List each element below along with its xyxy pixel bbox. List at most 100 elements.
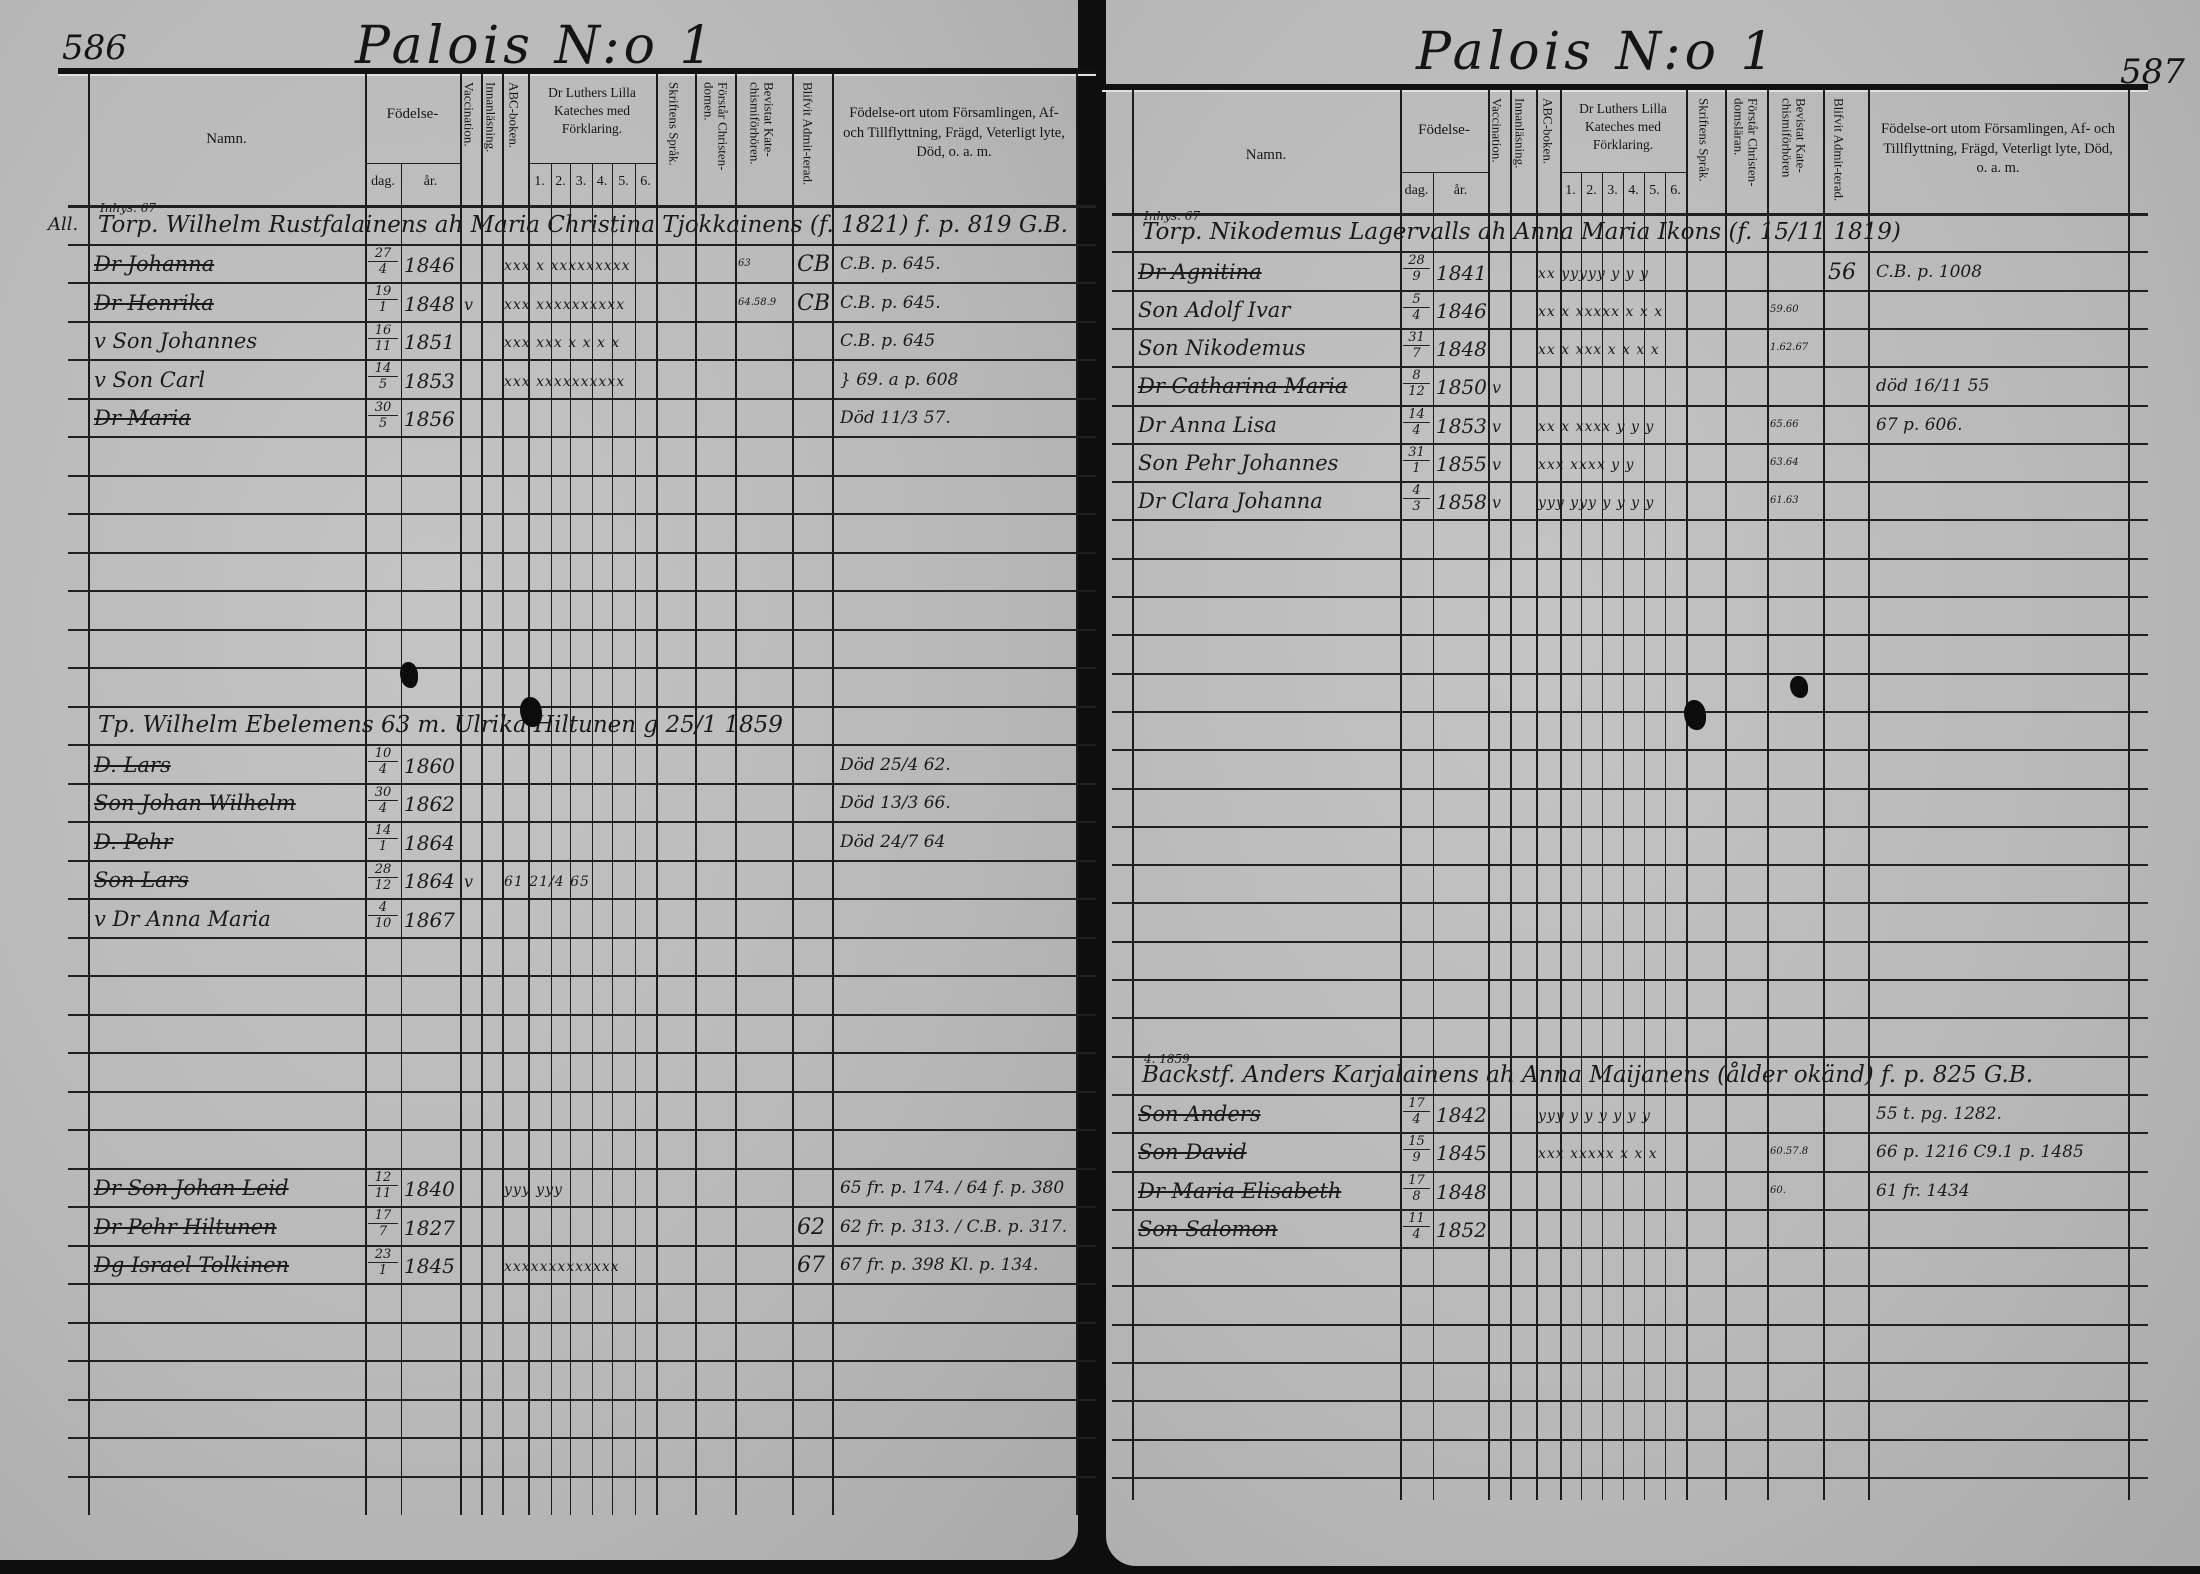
birth-day: 31 bbox=[1403, 330, 1430, 346]
birth-year: 1851 bbox=[404, 330, 455, 354]
birth-day-month: 8 12 bbox=[1403, 368, 1430, 399]
column-divider bbox=[1488, 90, 1490, 1500]
row-line bbox=[1112, 940, 2148, 943]
column-divider bbox=[460, 74, 462, 1515]
row-line bbox=[1112, 1323, 2148, 1326]
person-name: Dg Israel Tolkinen bbox=[94, 1253, 290, 1277]
remarks: Död 11/3 57. bbox=[840, 408, 951, 428]
row-line bbox=[68, 667, 1096, 669]
row-line bbox=[1112, 634, 2148, 637]
register-entry: Dg Israel Tolkinen 23 1 1845 xxxxxxxxxxxxx 67… bbox=[0, 1245, 1078, 1284]
header-luther-part-4: 4. bbox=[1628, 183, 1639, 198]
column-divider bbox=[528, 74, 530, 1515]
register-entry: D. Pehr 14 1 1864 Död 24/7 64 bbox=[0, 821, 1078, 860]
left-page: 586 Palois N:o 1 Namn. Födelse-dag. år. Vac… bbox=[0, 0, 1096, 1560]
remarks: 67 p. 606. bbox=[1876, 414, 1963, 435]
birth-year: 1858 bbox=[1436, 490, 1487, 515]
column-divider bbox=[1686, 90, 1688, 1500]
household-note: Inhys. 67 bbox=[100, 201, 157, 215]
person-name: Dr Maria bbox=[94, 406, 191, 430]
column-divider bbox=[1076, 74, 1078, 1515]
birth-month: 8 bbox=[1412, 1188, 1421, 1204]
remarks: död 16/11 55 bbox=[1876, 376, 1990, 397]
birth-month: 10 bbox=[374, 916, 392, 931]
birth-month: 3 bbox=[1412, 499, 1421, 515]
register-entry: Son Lars 28 12 1864 v 61 21/4 65 bbox=[0, 860, 1078, 899]
catechism-attendance: 63 bbox=[738, 258, 751, 269]
birth-year: 1848 bbox=[404, 291, 455, 316]
register-entry: D. Lars 10 4 1860 Död 25/4 62. bbox=[0, 744, 1078, 783]
birth-year: 1864 bbox=[404, 830, 455, 855]
catechism-marks: xx yyyyy y y y bbox=[1538, 265, 1649, 282]
birth-day-month: 17 7 bbox=[368, 1208, 398, 1239]
birth-day-month: 31 7 bbox=[1403, 330, 1430, 361]
row-line bbox=[68, 1360, 1096, 1362]
column-divider bbox=[1536, 90, 1538, 1500]
vaccination-mark: v bbox=[464, 872, 474, 891]
birth-year: 1853 bbox=[1436, 413, 1487, 438]
header-skriftens: Skriftens Språk. bbox=[666, 82, 682, 166]
column-divider bbox=[1725, 90, 1727, 1500]
register-entry: v Son Johannes 16 11 1851 xxx xxx x x x x C.B… bbox=[0, 321, 1078, 360]
person-name: Son Johan Wilhelm bbox=[94, 791, 296, 815]
register-entry: Dr Maria Elisabeth 17 8 1848 60. 61 fr. 1434 bbox=[1106, 1171, 2200, 1209]
page-number: 586 bbox=[62, 28, 127, 68]
household-head: Backstf. Anders Karjalainens ah Anna Mai… bbox=[1142, 1061, 2034, 1088]
remarks: 65 fr. p. 174. / 64 f. p. 380 bbox=[840, 1178, 1065, 1198]
row-line bbox=[68, 1244, 1096, 1247]
person-name: Son Lars bbox=[94, 868, 189, 892]
register-entry: Son Anders 17 4 1842 yyy y y y y y y 55 t. pg… bbox=[1106, 1094, 2200, 1132]
header-fodelse: Födelse- bbox=[386, 106, 439, 122]
header-top-rule bbox=[1102, 84, 2148, 92]
column-divider bbox=[792, 74, 794, 1515]
header-luther: Dr Luthers Lilla Kateches med Förklaring… bbox=[1579, 101, 1667, 153]
catechism-marks: yyy y y y y y y bbox=[1538, 1108, 1651, 1125]
row-line bbox=[1112, 825, 2148, 828]
birth-day-month: 30 5 bbox=[368, 400, 398, 431]
row-line bbox=[1112, 787, 2148, 790]
birth-year: 1864 bbox=[404, 869, 455, 893]
row-line bbox=[68, 1090, 1096, 1093]
row-line bbox=[68, 551, 1096, 554]
catechism-marks: yyy yyy y y y y bbox=[1538, 495, 1655, 512]
person-name: Dr Agnitina bbox=[1138, 259, 1262, 284]
header-dag: dag. bbox=[1404, 183, 1429, 198]
row-line bbox=[68, 1129, 1096, 1131]
person-name: Son Anders bbox=[1138, 1102, 1261, 1127]
birth-year: 1841 bbox=[1436, 260, 1487, 285]
row-line bbox=[68, 628, 1096, 631]
vaccination-mark: v bbox=[1492, 416, 1502, 436]
person-name: Dr Son Johan Leid bbox=[94, 1176, 289, 1200]
birth-day-month: 10 4 bbox=[368, 746, 398, 777]
row-line bbox=[1112, 1093, 2148, 1096]
header-luther-part-6: 6. bbox=[1670, 183, 1681, 198]
birth-day: 12 bbox=[368, 1170, 398, 1186]
column-divider bbox=[735, 74, 737, 1515]
column-divider bbox=[1560, 90, 1562, 1500]
column-divider bbox=[365, 74, 367, 1515]
catechism-marks: xx x xxx x x x x bbox=[1538, 342, 1660, 359]
catechism-marks: xxx xxx x x x x bbox=[504, 335, 621, 351]
header-abc: ABC-boken. bbox=[506, 82, 522, 149]
row-line bbox=[68, 936, 1096, 939]
person-name: Son David bbox=[1138, 1140, 1247, 1165]
header-subrule bbox=[1560, 172, 1686, 173]
row-line bbox=[1112, 1362, 2148, 1364]
birth-month: 4 bbox=[378, 261, 388, 277]
register-entry: Son Salomon 11 4 1852 bbox=[1106, 1209, 2200, 1247]
header-namn: Namn. bbox=[206, 131, 247, 147]
birth-year: 1856 bbox=[404, 407, 455, 431]
header-forstar: Förstår Christen-domen. bbox=[701, 82, 731, 171]
birth-day: 10 bbox=[368, 746, 398, 762]
row-line bbox=[68, 1475, 1096, 1478]
birth-month: 4 bbox=[1412, 1226, 1421, 1242]
catechism-attendance: 59.60 bbox=[1770, 303, 1799, 315]
column-divider bbox=[1400, 90, 1402, 1500]
header-luther-part-1: 1. bbox=[1565, 183, 1576, 198]
row-line bbox=[68, 1013, 1096, 1016]
row-line bbox=[68, 243, 1096, 246]
header-forstar: Förstår Christen-domsläran. bbox=[1731, 98, 1761, 187]
vaccination-mark: v bbox=[464, 294, 474, 314]
person-name: Dr Maria Elisabeth bbox=[1138, 1178, 1342, 1203]
